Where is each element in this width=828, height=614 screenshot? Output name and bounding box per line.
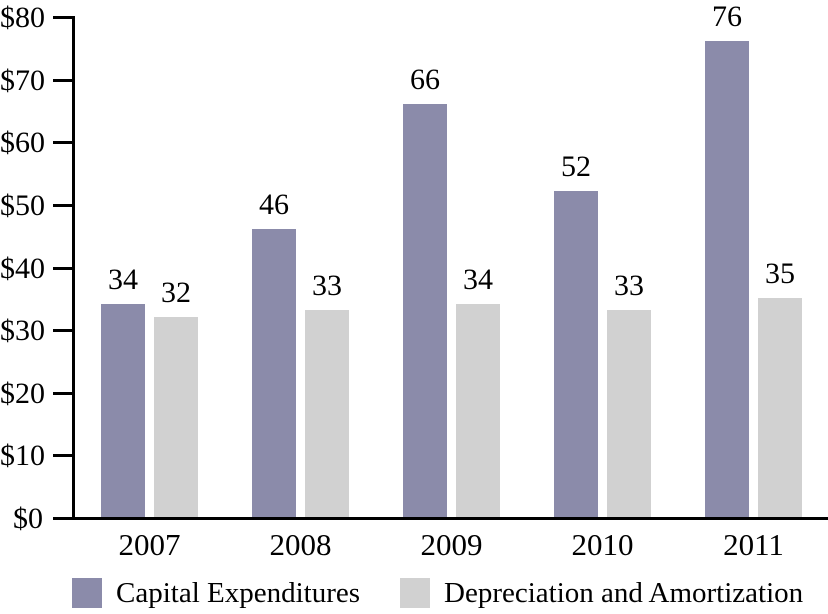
y-tick — [53, 141, 74, 145]
legend-swatch-capital-expenditures — [72, 578, 102, 608]
bar-value-label: 33 — [614, 269, 644, 302]
y-tick — [53, 203, 74, 207]
bar-capital-expenditures-2007 — [101, 304, 145, 517]
y-tick-label: $10 — [0, 439, 45, 473]
y-tick-label: $40 — [0, 251, 45, 285]
bar-depreciation-and-amortization-2010 — [607, 310, 651, 517]
bar-depreciation-and-amortization-2009 — [456, 304, 500, 517]
legend-label: Depreciation and Amortization — [444, 577, 804, 609]
y-tick — [53, 391, 74, 395]
bar-value-label: 52 — [561, 150, 591, 183]
bar-depreciation-and-amortization-2011 — [758, 298, 802, 517]
y-tick — [53, 16, 74, 19]
bar-depreciation-and-amortization-2007 — [154, 317, 198, 517]
y-tick-label: $0 — [13, 502, 43, 535]
bar-capital-expenditures-2010 — [554, 191, 598, 517]
bar-value-label: 66 — [410, 63, 440, 96]
y-tick-label: $60 — [0, 126, 45, 160]
legend-label: Capital Expenditures — [116, 577, 361, 609]
bar-capital-expenditures-2008 — [252, 229, 296, 517]
bar-depreciation-and-amortization-2008 — [305, 310, 349, 517]
y-tick — [53, 78, 74, 82]
y-tick — [53, 454, 74, 458]
bar-value-label: 46 — [259, 188, 289, 221]
y-tick — [53, 329, 74, 333]
y-tick — [53, 266, 74, 270]
bar-value-label: 76 — [712, 0, 742, 33]
x-axis-label-2008: 2008 — [269, 527, 332, 562]
bar-capital-expenditures-2011 — [705, 41, 749, 517]
x-axis-label-2007: 2007 — [118, 527, 181, 562]
bar-value-label: 34 — [463, 263, 493, 296]
bar-value-label: 33 — [312, 269, 342, 302]
x-axis-label-2009: 2009 — [420, 527, 483, 562]
bar-value-label: 32 — [161, 276, 191, 309]
bar-capital-expenditures-2009 — [403, 104, 447, 517]
x-axis-label-2011: 2011 — [723, 527, 784, 562]
y-axis-line — [72, 16, 75, 520]
legend-item-capital-expenditures: Capital Expenditures — [72, 577, 360, 609]
y-tick-label: $30 — [0, 314, 45, 348]
x-axis-label-2010: 2010 — [571, 527, 634, 562]
y-tick-label: $50 — [0, 188, 45, 222]
legend-swatch-depreciation-and-amortization — [400, 578, 430, 608]
y-tick-label: $20 — [0, 376, 45, 410]
y-tick-label: $70 — [0, 63, 45, 97]
x-axis-line — [53, 517, 828, 520]
bar-value-label: 34 — [108, 263, 138, 296]
bar-value-label: 35 — [765, 257, 795, 290]
legend-item-depreciation-and-amortization: Depreciation and Amortization — [400, 577, 803, 609]
y-tick-label: $80 — [0, 1, 45, 34]
